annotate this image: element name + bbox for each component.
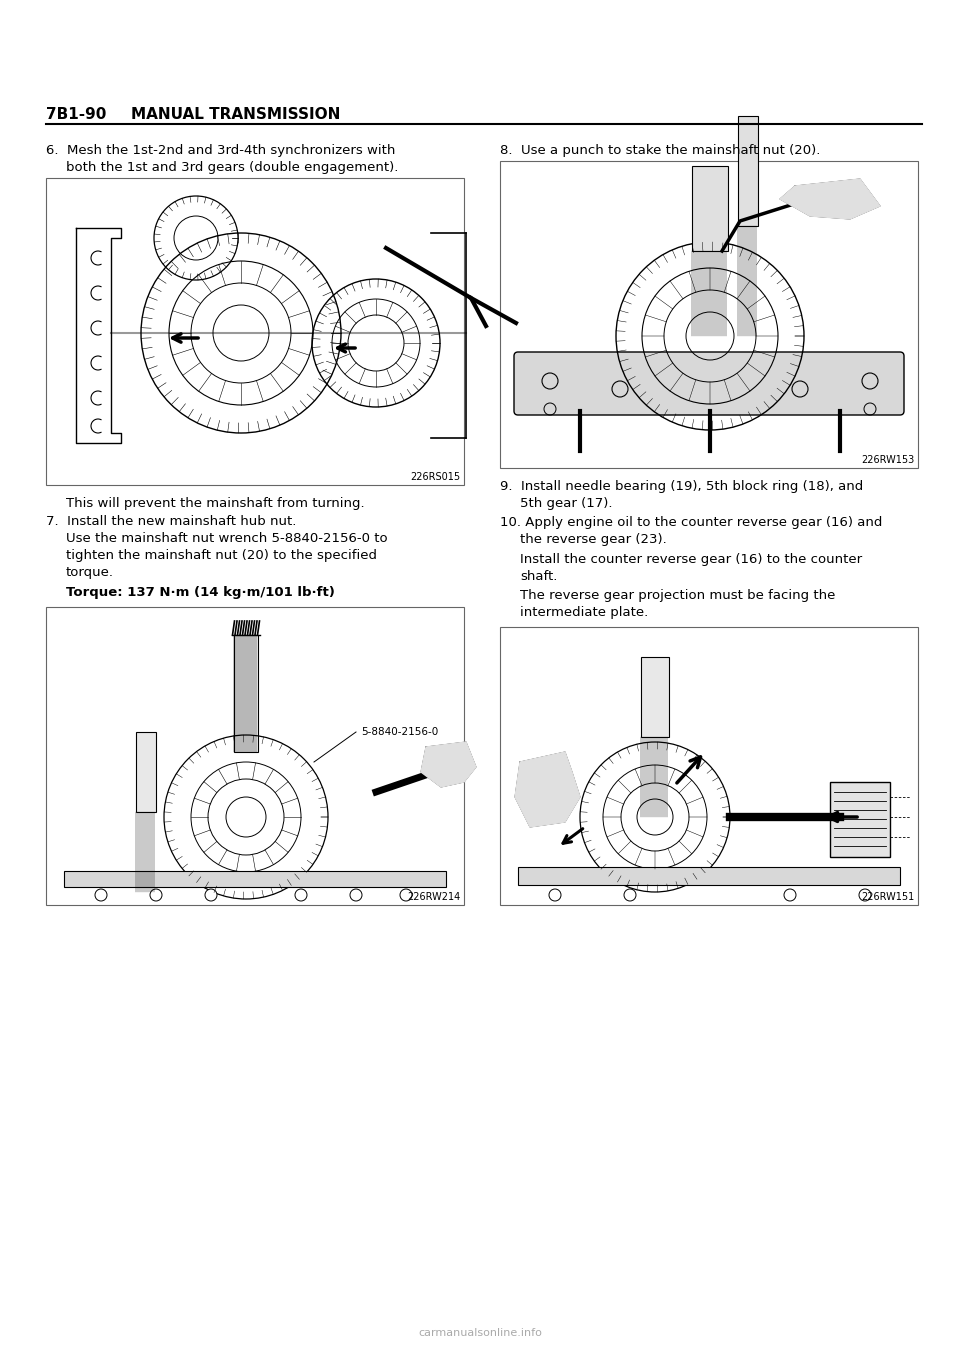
Text: 10. Apply engine oil to the counter reverse gear (16) and: 10. Apply engine oil to the counter reve…	[500, 516, 882, 530]
Bar	[518, 866, 900, 885]
Text: carmanualsonline.info: carmanualsonline.info	[418, 1328, 542, 1338]
Text: shaft.: shaft.	[520, 570, 558, 583]
Circle shape	[549, 889, 561, 900]
Bar	[64, 870, 446, 887]
Circle shape	[400, 889, 412, 900]
Text: 9.  Install needle bearing (19), 5th block ring (18), and: 9. Install needle bearing (19), 5th bloc…	[500, 479, 863, 493]
Polygon shape	[421, 741, 476, 788]
Bar	[46, 607, 464, 904]
Bar	[641, 657, 669, 737]
Text: 226RW153: 226RW153	[861, 455, 914, 464]
Text: 5-8840-2156-0: 5-8840-2156-0	[361, 727, 439, 737]
Bar	[830, 782, 890, 857]
Text: tighten the mainshaft nut (20) to the specified: tighten the mainshaft nut (20) to the sp…	[66, 549, 377, 562]
Text: This will prevent the mainshaft from turning.: This will prevent the mainshaft from tur…	[66, 497, 365, 511]
Text: intermediate plate.: intermediate plate.	[520, 606, 648, 619]
Bar	[692, 166, 728, 251]
Circle shape	[784, 889, 796, 900]
Bar	[136, 732, 156, 812]
Bar	[738, 115, 758, 225]
Text: Use the mainshaft nut wrench 5-8840-2156-0 to: Use the mainshaft nut wrench 5-8840-2156…	[66, 532, 388, 545]
Text: the reverse gear (23).: the reverse gear (23).	[520, 532, 667, 546]
Polygon shape	[780, 179, 880, 219]
Text: both the 1st and 3rd gears (double engagement).: both the 1st and 3rd gears (double engag…	[66, 162, 398, 174]
Circle shape	[859, 889, 871, 900]
Circle shape	[295, 889, 307, 900]
Circle shape	[95, 889, 107, 900]
Text: MANUAL TRANSMISSION: MANUAL TRANSMISSION	[131, 107, 341, 122]
Circle shape	[205, 889, 217, 900]
Text: Torque: 137 N·m (14 kg·m/101 lb·ft): Torque: 137 N·m (14 kg·m/101 lb·ft)	[66, 587, 335, 599]
Circle shape	[150, 889, 162, 900]
Circle shape	[624, 889, 636, 900]
Text: torque.: torque.	[66, 566, 114, 579]
Polygon shape	[515, 752, 580, 827]
Text: 226RW151: 226RW151	[861, 892, 914, 902]
Text: Install the counter reverse gear (16) to the counter: Install the counter reverse gear (16) to…	[520, 553, 862, 566]
Bar	[500, 162, 918, 469]
Text: 7.  Install the new mainshaft hub nut.: 7. Install the new mainshaft hub nut.	[46, 515, 297, 528]
Text: 226RS015: 226RS015	[410, 473, 460, 482]
FancyBboxPatch shape	[514, 352, 904, 416]
Bar	[46, 178, 464, 485]
Text: 6.  Mesh the 1st-2nd and 3rd-4th synchronizers with: 6. Mesh the 1st-2nd and 3rd-4th synchron…	[46, 144, 396, 158]
Text: 226RW214: 226RW214	[407, 892, 460, 902]
Text: 5th gear (17).: 5th gear (17).	[520, 497, 612, 511]
Bar	[234, 636, 258, 752]
Text: 8.  Use a punch to stake the mainshaft nut (20).: 8. Use a punch to stake the mainshaft nu…	[500, 144, 821, 158]
Circle shape	[350, 889, 362, 900]
Bar	[500, 627, 918, 904]
Text: 7B1-90: 7B1-90	[46, 107, 107, 122]
Text: The reverse gear projection must be facing the: The reverse gear projection must be faci…	[520, 589, 835, 602]
